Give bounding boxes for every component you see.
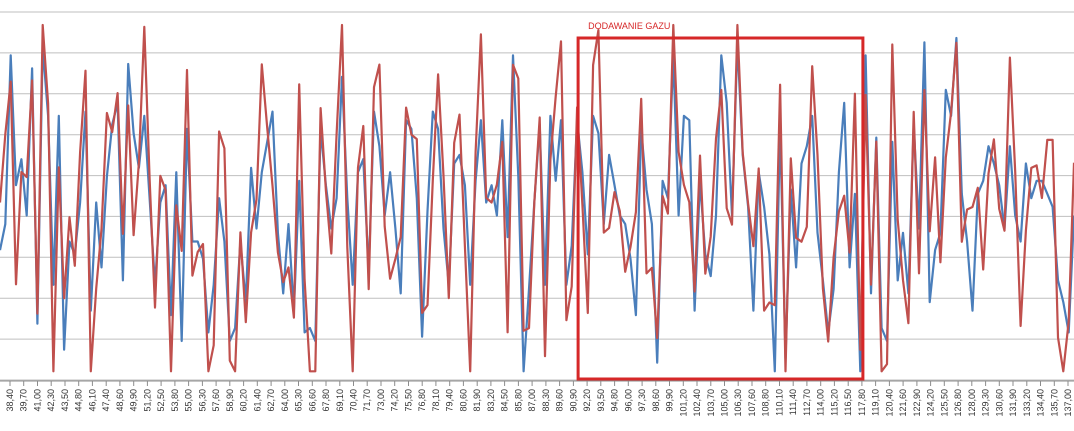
x-tick-label: 94,80 [610, 389, 620, 412]
x-tick-label: 65,30 [294, 389, 304, 412]
x-tick-label: 119,10 [871, 389, 881, 416]
annotation-rect [576, 36, 865, 381]
annotation-label: DODAWANIE GAZU [588, 21, 670, 31]
x-tick-label: 78,10 [431, 389, 441, 412]
x-tick-label: 126,80 [953, 389, 963, 417]
x-tick-label: 93,50 [596, 389, 606, 412]
x-axis: 38,40 39,70 41,00 42,30 43,50 44,80 46,10 47,40… [0, 380, 1074, 417]
x-tick-label: 99,90 [665, 389, 675, 412]
x-tick-label: 39,70 [19, 389, 29, 412]
x-tick-label: 112,70 [802, 389, 812, 416]
x-tick-label: 129,30 [981, 389, 991, 417]
x-tick-label: 41,00 [33, 389, 43, 412]
x-tick-label: 88,30 [541, 389, 551, 412]
x-tick-label: 131,90 [1008, 389, 1018, 417]
x-tick-label: 96,00 [623, 389, 633, 412]
x-tick-label: 79,40 [445, 389, 455, 412]
series-blue [0, 36, 1074, 373]
x-tick-label: 107,60 [747, 389, 757, 417]
annotation-box: DODAWANIE GAZU [576, 21, 865, 381]
x-tick-label: 64,00 [280, 389, 290, 412]
x-tick-label: 80,60 [458, 389, 468, 412]
x-tick-label: 53,80 [170, 389, 180, 412]
x-tick-label: 44,80 [74, 389, 84, 412]
x-tick-label: 38,40 [5, 389, 15, 412]
x-tick-label: 137,00 [1063, 389, 1073, 417]
x-tick-label: 89,60 [555, 389, 565, 412]
gridlines [0, 11, 1074, 381]
x-tick-label: 69,10 [335, 389, 345, 412]
x-tick-label: 62,70 [266, 389, 276, 412]
x-tick-label: 110,10 [775, 389, 785, 416]
x-tick-label: 46,10 [87, 389, 97, 412]
x-tick-label: 90,90 [568, 389, 578, 412]
x-tick-label: 108,80 [761, 389, 771, 417]
x-tick-label: 55,00 [184, 389, 194, 412]
x-tick-label: 133,20 [1022, 389, 1032, 417]
x-tick-label: 60,20 [239, 389, 249, 412]
x-tick-label: 114,00 [816, 389, 826, 416]
x-tick-label: 97,30 [637, 389, 647, 412]
x-tick-label: 128,00 [967, 389, 977, 417]
x-tick-label: 66,60 [307, 389, 317, 412]
x-tick-label: 56,30 [197, 389, 207, 412]
x-tick-label: 58,90 [225, 389, 235, 412]
x-tick-label: 130,60 [994, 389, 1004, 417]
x-tick-label: 49,90 [129, 389, 139, 412]
x-tick-label: 61,40 [252, 389, 262, 412]
x-tick-label: 117,80 [857, 389, 867, 416]
x-tick-label: 51,20 [142, 389, 152, 412]
x-tick-label: 43,50 [60, 389, 70, 412]
x-tick-label: 124,20 [926, 389, 936, 417]
x-tick-label: 85,80 [513, 389, 523, 412]
x-tick-label: 122,90 [912, 389, 922, 417]
x-tick-label: 84,50 [500, 389, 510, 412]
series-line-blue [0, 36, 1074, 373]
x-tick-label: 76,80 [417, 389, 427, 412]
series-line-red [0, 23, 1074, 373]
x-tick-label: 125,50 [939, 389, 949, 417]
x-tick-label: 120,40 [884, 389, 894, 417]
x-tick-label: 116,50 [843, 389, 853, 416]
x-tick-label: 121,60 [898, 389, 908, 417]
x-tick-label: 67,80 [321, 389, 331, 412]
x-tick-label: 115,20 [829, 389, 839, 416]
x-tick-label: 98,60 [651, 389, 661, 412]
x-tick-label: 83,20 [486, 389, 496, 412]
x-tick-label: 134,40 [1036, 389, 1046, 417]
x-tick-label: 75,50 [404, 389, 414, 412]
x-tick-label: 70,40 [349, 389, 359, 412]
x-tick-label: 101,20 [678, 389, 688, 417]
x-tick-label: 103,70 [706, 389, 716, 417]
x-tick-label: 102,40 [692, 389, 702, 417]
x-tick-label: 92,20 [582, 389, 592, 412]
x-tick-label: 57,60 [211, 389, 221, 412]
x-tick-label: 81,90 [472, 389, 482, 412]
x-tick-label: 48,60 [115, 389, 125, 412]
x-tick-label: 105,00 [720, 389, 730, 417]
x-tick-label: 71,70 [362, 389, 372, 412]
x-tick-label: 87,00 [527, 389, 537, 412]
x-tick-label: 73,00 [376, 389, 386, 412]
x-tick-label: 106,30 [733, 389, 743, 417]
x-tick-label: 135,70 [1049, 389, 1059, 417]
x-tick-label: 52,50 [156, 389, 166, 412]
x-tick-label: 42,30 [46, 389, 56, 412]
x-tick-label: 111,40 [788, 389, 798, 415]
series-red [0, 23, 1074, 373]
x-tick-label: 74,20 [390, 389, 400, 412]
x-tick-label: 47,40 [101, 389, 111, 412]
